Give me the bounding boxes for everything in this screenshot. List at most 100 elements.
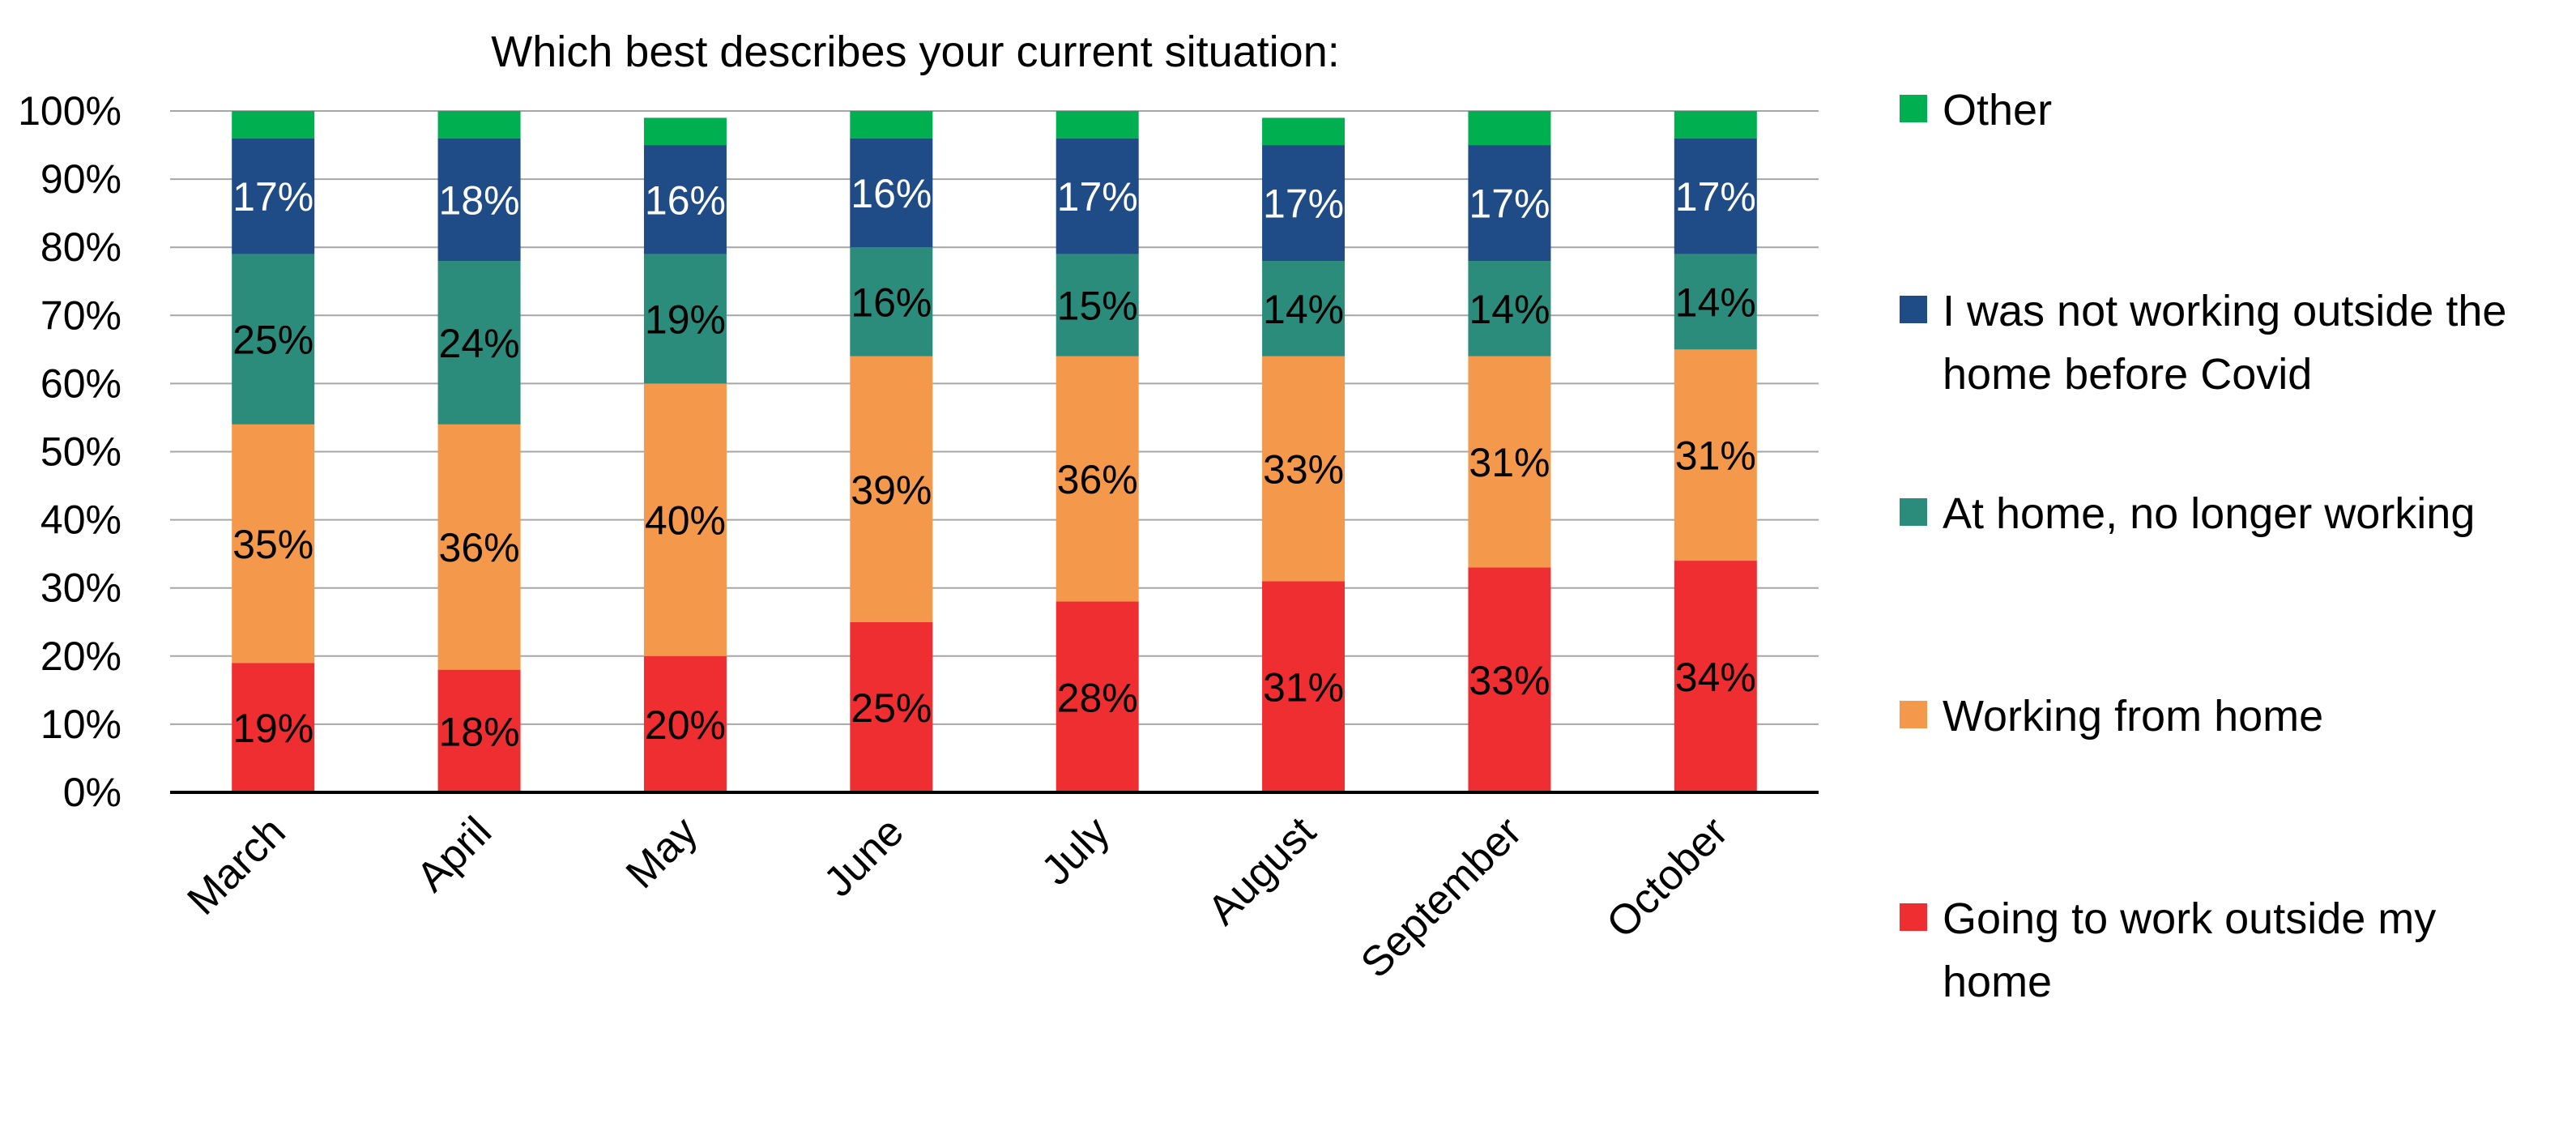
y-tick-label: 20% <box>41 634 122 679</box>
y-tick-label: 60% <box>41 361 122 406</box>
legend-swatch <box>1900 903 1927 931</box>
bar-segment <box>1056 111 1139 139</box>
bar-segment <box>1468 261 1551 356</box>
y-axis: 0% 10% 20% 30% 40% 50% 60% 70% 80% 90% 100% <box>18 88 122 815</box>
legend-label: Going to work outside my <box>1943 894 2436 943</box>
data-label: 31% <box>1263 665 1344 711</box>
data-label: 18% <box>439 709 520 754</box>
legend-label: I was not working outside the <box>1943 287 2506 335</box>
bar-segment <box>1674 111 1757 139</box>
data-label: 31% <box>1469 440 1550 485</box>
data-label: 19% <box>645 297 726 343</box>
bar-segment <box>643 383 727 656</box>
legend-label: At home, no longer working <box>1943 489 2475 538</box>
bar-segment <box>850 247 933 356</box>
legend-label: home before Covid <box>1943 350 2312 399</box>
y-tick-label: 0% <box>63 770 122 815</box>
gridlines <box>170 110 1819 725</box>
legend-swatch <box>1900 95 1927 122</box>
bar-segment <box>232 663 315 792</box>
bar-segment <box>437 261 521 425</box>
bar-segment <box>232 424 315 664</box>
legend: Other I was not working outside the home b… <box>1900 86 2506 1006</box>
data-label: 17% <box>1675 174 1756 220</box>
legend-swatch <box>1900 701 1927 728</box>
data-label: 28% <box>1057 675 1138 720</box>
bar-segment <box>1262 581 1346 792</box>
data-label: 33% <box>1263 447 1344 493</box>
bar-segment <box>1262 145 1346 262</box>
data-label: 17% <box>1469 181 1550 227</box>
bar-segment <box>1468 111 1551 146</box>
data-label: 25% <box>851 685 932 731</box>
bar-segment <box>232 254 315 425</box>
x-axis: March April May June July August September Octo… <box>170 791 1819 987</box>
bar-segment <box>850 356 933 622</box>
legend-swatch <box>1900 296 1927 323</box>
data-label: 16% <box>851 280 932 325</box>
x-tick-label: March <box>178 808 294 924</box>
bar-segment <box>1056 138 1139 254</box>
legend-swatch <box>1900 498 1927 526</box>
x-tick-label: June <box>815 808 913 906</box>
y-tick-label: 10% <box>41 702 122 747</box>
y-tick-label: 100% <box>18 88 122 134</box>
bar-segment <box>1674 349 1757 561</box>
legend-label: home <box>1943 958 2052 1006</box>
data-label: 18% <box>439 177 520 223</box>
data-label: 39% <box>851 467 932 513</box>
data-label: 31% <box>1675 433 1756 479</box>
bars: 19% 35% 25% 17% 18% 36% 24% 18% 20% 40% 19% 16% 25% 3… <box>232 111 1757 792</box>
data-label: 34% <box>1675 655 1756 700</box>
bar-segment <box>1468 145 1551 262</box>
data-label: 40% <box>645 498 726 544</box>
data-label: 19% <box>232 706 313 751</box>
bar-segment <box>1674 138 1757 254</box>
data-label: 25% <box>232 318 313 363</box>
data-label: 17% <box>232 174 313 220</box>
data-label: 15% <box>1057 284 1138 329</box>
bar-segment <box>643 117 727 146</box>
legend-label: Other <box>1943 86 2052 134</box>
data-label: 14% <box>1469 287 1550 332</box>
bar-segment <box>1262 356 1346 582</box>
bar-segment <box>1056 356 1139 602</box>
y-tick-label: 40% <box>41 497 122 543</box>
y-tick-label: 70% <box>41 292 122 338</box>
data-label: 24% <box>439 321 520 366</box>
y-tick-label: 30% <box>41 566 122 611</box>
x-tick-label: August <box>1199 808 1325 934</box>
bar-segment <box>643 145 727 254</box>
bar-segment <box>1262 261 1346 356</box>
x-tick-label: May <box>617 808 706 897</box>
x-tick-label: October <box>1597 808 1737 947</box>
data-label: 17% <box>1263 181 1344 227</box>
bar-segment <box>1674 254 1757 350</box>
y-tick-label: 80% <box>41 224 122 270</box>
bar-segment <box>850 138 933 248</box>
legend-label: Working from home <box>1943 692 2323 740</box>
bar-segment <box>850 111 933 139</box>
bar-segment <box>643 655 727 792</box>
data-label: 33% <box>1469 658 1550 703</box>
bar-segment <box>437 669 521 792</box>
x-tick-label: July <box>1033 808 1119 894</box>
data-label: 35% <box>232 522 313 567</box>
bar-segment <box>437 424 521 670</box>
data-label: 14% <box>1263 287 1344 332</box>
bar-segment <box>1056 254 1139 356</box>
y-tick-label: 90% <box>41 156 122 202</box>
bar-segment <box>1262 117 1346 146</box>
bar-segment <box>643 254 727 384</box>
y-tick-label: 50% <box>41 429 122 475</box>
x-tick-label: April <box>407 808 501 901</box>
data-label: 20% <box>645 702 726 748</box>
bar-segment <box>437 138 521 262</box>
data-label: 14% <box>1675 280 1756 325</box>
bar-segment <box>232 111 315 139</box>
data-label: 17% <box>1057 174 1138 220</box>
bar-segment <box>1674 561 1757 792</box>
x-tick-label: September <box>1352 808 1531 987</box>
data-label: 36% <box>1057 457 1138 502</box>
data-label: 16% <box>645 177 726 223</box>
